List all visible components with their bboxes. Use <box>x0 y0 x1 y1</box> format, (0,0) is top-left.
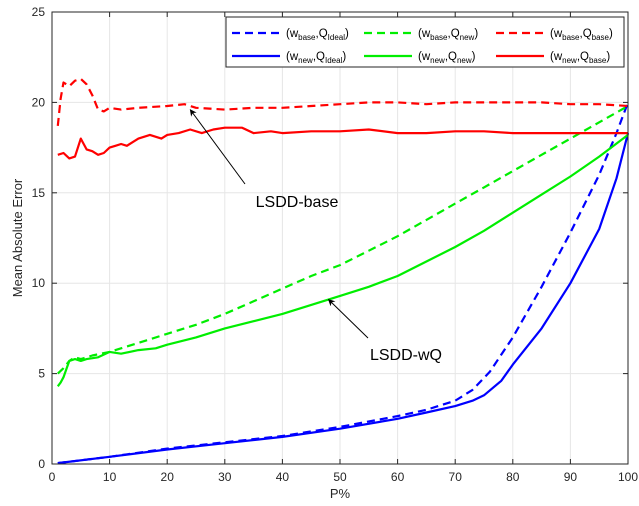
annotations: LSDD-base LSDD-wQ <box>189 109 442 364</box>
y-axis-label: Mean Absolute Error <box>10 178 25 297</box>
annotation-label: LSDD-wQ <box>370 347 442 364</box>
x-tick-label: 60 <box>391 470 405 484</box>
annotation-arrow <box>189 109 246 185</box>
ticks: 0 10 20 30 40 50 60 70 80 90 100 0 5 10 15 20 25 <box>32 5 639 484</box>
x-tick-label: 100 <box>618 470 638 484</box>
x-tick-label: 0 <box>49 470 56 484</box>
x-tick-label: 30 <box>218 470 232 484</box>
legend-label: (wnew,QIdeal) <box>286 51 346 65</box>
legend-label: (wbase,Qbase) <box>550 28 613 42</box>
x-tick-label: 20 <box>161 470 175 484</box>
annotation-label: LSDD-base <box>256 194 339 211</box>
y-tick-label: 25 <box>32 5 46 19</box>
y-tick-label: 10 <box>32 276 46 290</box>
x-tick-label: 90 <box>564 470 578 484</box>
y-tick-label: 15 <box>32 186 46 200</box>
legend: (wbase,QIdeal) (wbase,Qnew) (wbase,Qbase) (… <box>225 16 625 68</box>
x-tick-label: 80 <box>506 470 520 484</box>
x-tick-label: 10 <box>103 470 117 484</box>
x-tick-label: 40 <box>276 470 290 484</box>
annotation-arrow <box>327 298 369 339</box>
y-tick-label: 5 <box>38 367 45 381</box>
series-line-w-new-q-ideal <box>57 132 630 465</box>
y-tick-label: 20 <box>32 95 46 109</box>
series-layer <box>56 77 630 465</box>
x-tick-label: 70 <box>449 470 463 484</box>
series-line-w-base-q-base <box>56 77 629 127</box>
series-line-w-new-q-base <box>57 126 628 160</box>
legend-label: (wnew,Qnew) <box>418 51 476 65</box>
legend-label: (wnew,Qbase) <box>550 51 610 65</box>
x-tick-label: 50 <box>333 470 347 484</box>
legend-label: (wbase,Qnew) <box>418 28 478 42</box>
legend-box <box>225 16 625 68</box>
series-line-w-base-q-new <box>57 105 629 375</box>
y-tick-label: 0 <box>38 457 45 471</box>
series-line-w-new-q-new <box>56 134 629 387</box>
x-axis-label: P% <box>330 486 351 501</box>
legend-label: (wbase,QIdeal) <box>286 28 349 42</box>
